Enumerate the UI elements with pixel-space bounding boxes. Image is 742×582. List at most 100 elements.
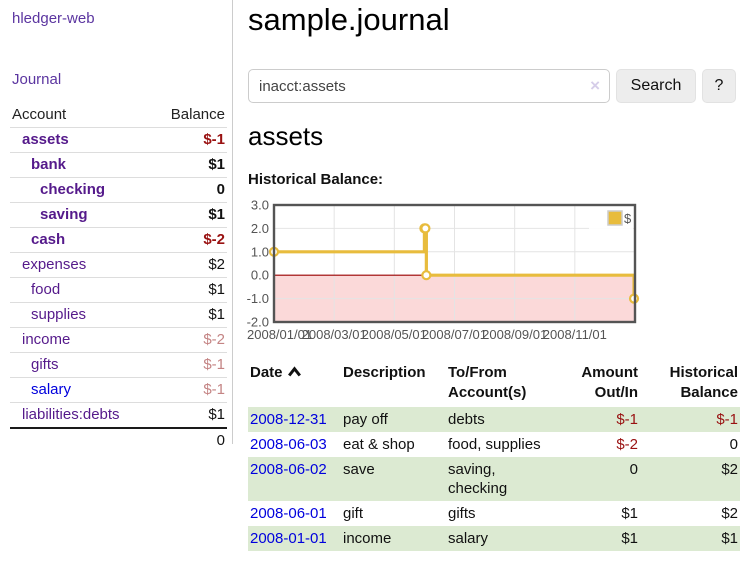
account-link-gifts[interactable]: gifts (31, 356, 59, 373)
search-input[interactable] (248, 69, 610, 103)
account-row: cash $-2 (10, 227, 227, 253)
register-date-link[interactable]: 2008-06-02 (250, 461, 327, 478)
x-tick-label: 2008/07/01 (422, 327, 487, 342)
account-row: gifts $-1 (10, 352, 227, 378)
brand-link[interactable]: hledger-web (12, 10, 95, 27)
x-tick-label: 2008/05/01 (362, 327, 427, 342)
account-row: checking 0 (10, 177, 227, 203)
account-link-supplies[interactable]: supplies (31, 306, 87, 323)
register-header-accounts: To/From Account(s) (448, 364, 527, 401)
chart-title: Historical Balance: (248, 171, 384, 188)
y-tick-label: 1.0 (251, 244, 269, 259)
register-amount: $1 (621, 530, 638, 547)
account-link-liabilities-debts[interactable]: liabilities:debts (22, 406, 120, 423)
account-link-checking[interactable]: checking (40, 181, 106, 198)
register-balance: $-1 (716, 411, 738, 428)
search-button[interactable]: Search (616, 69, 696, 103)
account-balance: $-1 (151, 127, 227, 153)
account-row: saving $1 (10, 202, 227, 228)
accounts-header-row: Account Balance (10, 104, 227, 128)
x-tick-label: 2008/03/01 (302, 327, 367, 342)
account-link-income[interactable]: income (22, 331, 71, 348)
register-row: 2008-06-01 gift gifts $1 $2 (248, 501, 740, 526)
account-row: assets $-1 (10, 127, 227, 153)
y-tick-label: 2.0 (251, 221, 269, 236)
account-balance: $-2 (151, 327, 227, 353)
x-tick-label: 2008/01/01 (247, 327, 312, 342)
account-balance: $1 (151, 402, 227, 429)
nav-journal-link[interactable]: Journal (12, 71, 62, 88)
account-link-bank[interactable]: bank (31, 156, 67, 173)
register-accounts: saving, checking (448, 461, 508, 497)
account-link-assets[interactable]: assets (22, 131, 69, 148)
account-row: expenses $2 (10, 252, 227, 278)
register-date-link[interactable]: 2008-06-03 (250, 436, 327, 453)
y-tick-label: -1.0 (247, 291, 269, 306)
accounts-header-account: Account (10, 104, 152, 128)
register-row: 2008-06-03 eat & shop food, supplies $-2 0 (248, 432, 740, 457)
account-row: income $-2 (10, 327, 227, 353)
register-date-link[interactable]: 2008-01-01 (250, 530, 327, 547)
clear-search-icon[interactable]: × (590, 76, 600, 95)
account-balance: $-1 (151, 377, 227, 403)
sort-ascending-icon (287, 364, 302, 384)
search-form: × (248, 69, 610, 103)
accounts-total-row: 0 (10, 427, 227, 453)
register-description: save (343, 461, 375, 478)
account-row: food $1 (10, 277, 227, 303)
register-row: 2008-06-02 save saving, checking 0 $2 (248, 457, 740, 501)
register-description: income (343, 530, 392, 547)
account-link-cash[interactable]: cash (31, 231, 66, 248)
register-amount: 0 (629, 461, 638, 478)
register-amount: $-2 (616, 436, 638, 453)
register-balance: 0 (729, 436, 738, 453)
register-header-row: Date Description To/From Account(s) Amou… (248, 360, 740, 407)
register-row: 2008-12-31 pay off debts $-1 $-1 (248, 407, 740, 432)
account-balance: $2 (151, 252, 227, 278)
y-tick-label: 0.0 (251, 268, 269, 283)
account-row: liabilities:debts $1 (10, 402, 227, 429)
account-balance: $1 (151, 277, 227, 303)
account-balance: $1 (151, 302, 227, 328)
register-balance: $1 (721, 530, 738, 547)
register-accounts: debts (448, 411, 485, 428)
account-row: salary $-1 (10, 377, 227, 403)
legend-label: $ (624, 211, 632, 226)
register-description: gift (343, 505, 364, 522)
historical-balance-chart[interactable]: $3.0 2.0 1.0 0.0 -1.0 -2.02008/01/012008/03/0… (246, 199, 668, 347)
accounts-header-balance: Balance (151, 104, 227, 128)
register-balance: $2 (721, 461, 738, 478)
account-link-saving[interactable]: saving (40, 206, 88, 223)
account-balance: $1 (151, 152, 227, 178)
register-accounts: gifts (448, 505, 476, 522)
account-balance: $-2 (151, 227, 227, 253)
register-accounts: food, supplies (448, 436, 541, 453)
account-link-expenses[interactable]: expenses (22, 256, 87, 273)
legend-swatch (607, 210, 623, 226)
account-row: bank $1 (10, 152, 227, 178)
register-header-balance: Historical Balance (669, 364, 738, 401)
register-accounts: salary (448, 530, 489, 547)
register-header-description: Description (343, 364, 426, 381)
accounts-total-value: 0 (151, 427, 227, 453)
page-title: sample.journal (248, 2, 450, 37)
register-header-amount: Amount Out/In (581, 364, 638, 401)
register-amount: $1 (621, 505, 638, 522)
account-heading: assets (248, 121, 324, 151)
register-date-link[interactable]: 2008-12-31 (250, 411, 327, 428)
x-tick-label: 2008/11/01 (543, 327, 607, 342)
y-tick-label: 3.0 (251, 199, 269, 213)
y-tick-label: -2.0 (247, 315, 269, 330)
help-button[interactable]: ? (702, 69, 736, 103)
accounts-table: Account Balance assets $-1 bank $1 checking 0… (10, 104, 227, 453)
sidebar: hledger-web Journal Account Balance asse… (0, 0, 233, 453)
register-date-link[interactable]: 2008-06-01 (250, 505, 327, 522)
account-link-salary[interactable]: salary (31, 381, 72, 398)
account-balance: $1 (151, 202, 227, 228)
register-balance: $2 (721, 505, 738, 522)
account-link-food[interactable]: food (31, 281, 61, 298)
account-balance: $-1 (151, 352, 227, 378)
register-header-date[interactable]: Date (248, 360, 343, 407)
register-table: Date Description To/From Account(s) Amou… (248, 360, 740, 551)
